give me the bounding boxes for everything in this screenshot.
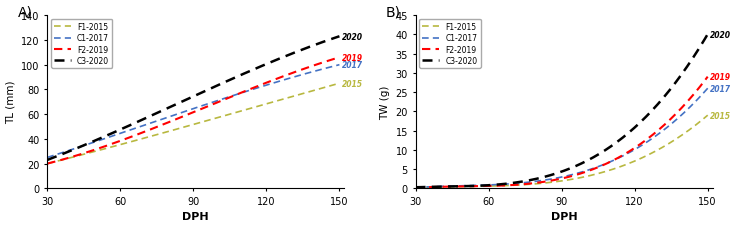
F2-2019 (216, 100, 225, 103)
X-axis label: DPH: DPH (551, 212, 577, 222)
F1-2015 (217, 116, 226, 118)
F2-2019 (43, 163, 52, 165)
F2-2019 (585, 169, 594, 172)
F2-2019 (289, 72, 298, 74)
Legend: F1-2015, C1-2017, F2-2019, C3-2020: F1-2015, C1-2017, F2-2019, C3-2020 (419, 20, 481, 69)
F2-2019 (584, 170, 593, 173)
C3-2020 (411, 186, 420, 189)
Line: F1-2015: F1-2015 (47, 84, 340, 164)
Y-axis label: TL (mm): TL (mm) (6, 81, 15, 124)
F1-2015 (43, 163, 52, 165)
F1-2015 (657, 147, 666, 149)
C3-2020 (43, 159, 52, 162)
C3-2020 (289, 52, 298, 55)
C1-2017 (335, 64, 344, 67)
C1-2017 (43, 156, 52, 159)
C3-2020 (657, 99, 666, 101)
Line: C3-2020: C3-2020 (47, 37, 340, 160)
Text: 2020: 2020 (710, 31, 731, 40)
F1-2015 (703, 114, 712, 117)
F2-2019 (412, 187, 421, 189)
C1-2017 (289, 76, 298, 79)
F1-2015 (676, 135, 685, 138)
F1-2015 (590, 173, 598, 176)
Line: F1-2015: F1-2015 (416, 116, 708, 188)
C3-2020 (222, 81, 231, 84)
C1-2017 (703, 87, 712, 90)
C3-2020 (703, 34, 712, 36)
C1-2017 (411, 186, 420, 189)
Text: 2015: 2015 (342, 79, 363, 88)
Y-axis label: TW (g): TW (g) (380, 85, 390, 119)
F1-2015 (585, 175, 594, 177)
F2-2019 (222, 98, 231, 101)
Text: B): B) (386, 6, 401, 20)
F1-2015 (307, 90, 316, 93)
Line: C1-2017: C1-2017 (47, 65, 340, 158)
X-axis label: DPH: DPH (183, 212, 209, 222)
C1-2017 (307, 71, 316, 74)
F1-2015 (412, 187, 421, 189)
F1-2015 (335, 82, 344, 85)
C1-2017 (584, 169, 593, 172)
C1-2017 (217, 99, 226, 101)
F2-2019 (43, 162, 52, 165)
C3-2020 (43, 158, 52, 161)
C3-2020 (676, 75, 685, 78)
C1-2017 (222, 97, 231, 100)
Text: 2017: 2017 (342, 61, 363, 70)
F1-2015 (216, 116, 225, 119)
Legend: F1-2015, C1-2017, F2-2019, C3-2020: F1-2015, C1-2017, F2-2019, C3-2020 (51, 20, 112, 69)
F1-2015 (222, 114, 231, 117)
Text: A): A) (18, 6, 32, 20)
Line: F2-2019: F2-2019 (47, 58, 340, 164)
C1-2017 (43, 156, 52, 159)
C1-2017 (590, 167, 598, 170)
Text: 2015: 2015 (710, 111, 731, 120)
C3-2020 (216, 83, 225, 86)
F2-2019 (411, 187, 420, 189)
C3-2020 (307, 45, 316, 48)
C1-2017 (585, 168, 594, 171)
C1-2017 (216, 99, 225, 102)
F2-2019 (307, 65, 316, 68)
C3-2020 (335, 36, 344, 38)
Line: C3-2020: C3-2020 (416, 35, 708, 188)
F2-2019 (335, 57, 344, 59)
C3-2020 (412, 186, 421, 189)
Text: 2019: 2019 (710, 73, 731, 82)
C3-2020 (590, 156, 598, 158)
F2-2019 (676, 108, 685, 111)
F1-2015 (289, 95, 298, 98)
Line: F2-2019: F2-2019 (416, 77, 708, 188)
F1-2015 (411, 187, 420, 190)
F2-2019 (657, 126, 666, 129)
C3-2020 (217, 83, 226, 86)
F2-2019 (703, 76, 712, 79)
C3-2020 (585, 158, 594, 161)
Line: C1-2017: C1-2017 (416, 89, 708, 188)
F2-2019 (590, 168, 598, 170)
F1-2015 (584, 175, 593, 178)
Text: 2019: 2019 (342, 53, 363, 62)
C3-2020 (584, 159, 593, 162)
C1-2017 (657, 131, 666, 133)
Text: 2020: 2020 (342, 32, 363, 42)
F2-2019 (217, 100, 226, 103)
C1-2017 (412, 186, 421, 189)
Text: 2017: 2017 (710, 84, 731, 93)
C1-2017 (676, 115, 685, 118)
F1-2015 (43, 162, 52, 165)
